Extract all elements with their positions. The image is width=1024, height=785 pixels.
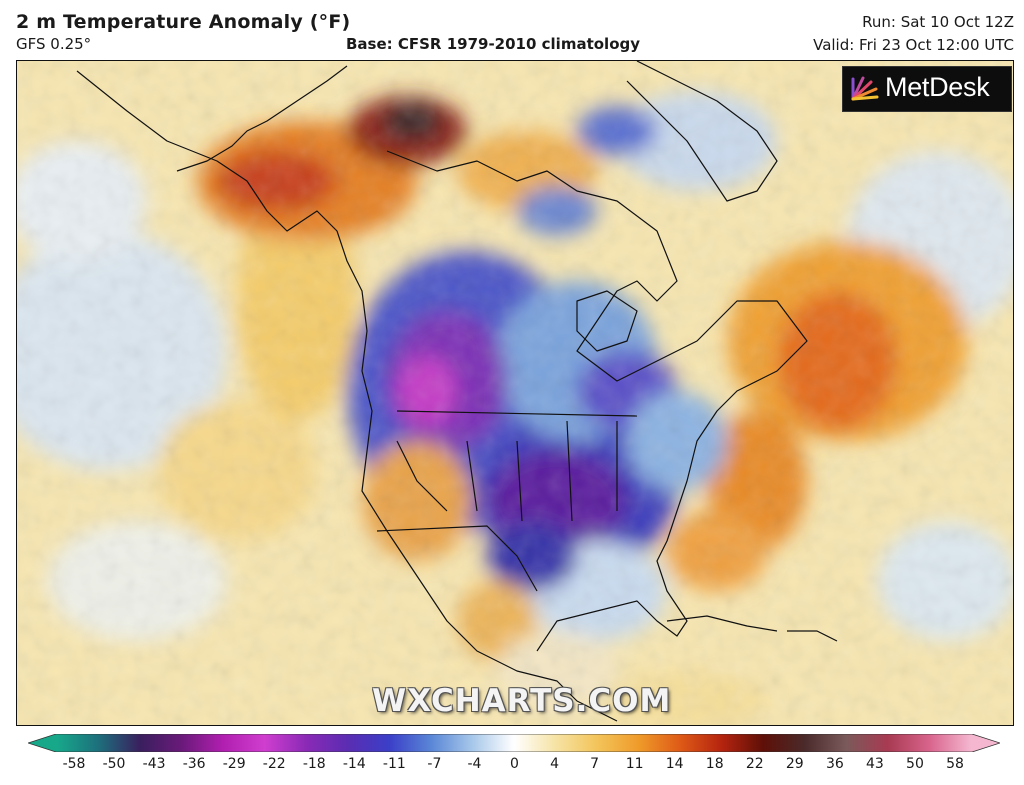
colorbar-tick-label: -18 [302, 756, 326, 772]
colorbar-tick-label: 4 [550, 756, 559, 772]
colorbar-tick-label: -58 [62, 756, 86, 772]
wxcharts-watermark: WXCHARTS.COM [372, 683, 672, 719]
colorbar-tick-label: -11 [382, 756, 406, 772]
colorbar-tick-label: -22 [262, 756, 286, 772]
colorbar-tick-label: 29 [785, 756, 804, 772]
colorbar-tick-label: -14 [342, 756, 366, 772]
colorbar-tick-label: 36 [825, 756, 844, 772]
colorbar-tick-label: -43 [142, 756, 166, 772]
colorbar-tick-label: -50 [102, 756, 126, 772]
colorbar-tick-label: 0 [510, 756, 519, 772]
model-label: GFS 0.25° [16, 35, 92, 53]
colorbar-tick-label: 58 [946, 756, 964, 772]
colorbar-tick-label: 43 [865, 756, 884, 772]
colorbar-ticks: -58 -50 -43 -36 -29 -22 -18 -14 -11 -7 -4 0 4 7 11 14 18… [0, 756, 1024, 776]
colorbar [28, 734, 1000, 752]
colorbar-tick-label: 11 [625, 756, 644, 772]
anomaly-map-canvas [17, 61, 1013, 725]
metdesk-fan-icon [851, 76, 879, 101]
colorbar-tick-label: -4 [467, 756, 482, 772]
valid-time-label: Valid: Fri 23 Oct 12:00 UTC [813, 36, 1014, 54]
coastlines [76, 61, 838, 722]
metdesk-logo: MetDesk [842, 66, 1012, 112]
metdesk-logo-text: MetDesk [885, 72, 990, 102]
colorbar-tick-label: 7 [590, 756, 600, 772]
colorbar-tick-label: 22 [745, 756, 764, 772]
run-time-label: Run: Sat 10 Oct 12Z [862, 13, 1014, 31]
anomaly-map [16, 60, 1014, 726]
chart-title: 2 m Temperature Anomaly (°F) [16, 11, 351, 33]
colorbar-tick-label: -29 [222, 756, 246, 772]
colorbar-tick-label: 18 [705, 756, 724, 772]
colorbar-tick-label: 14 [665, 756, 684, 772]
colorbar-tick-label: 50 [906, 756, 924, 772]
colorbar-tick-label: -7 [427, 756, 442, 772]
climatology-base-label: Base: CFSR 1979-2010 climatology [346, 35, 641, 53]
colorbar-tick-label: -36 [182, 756, 206, 772]
